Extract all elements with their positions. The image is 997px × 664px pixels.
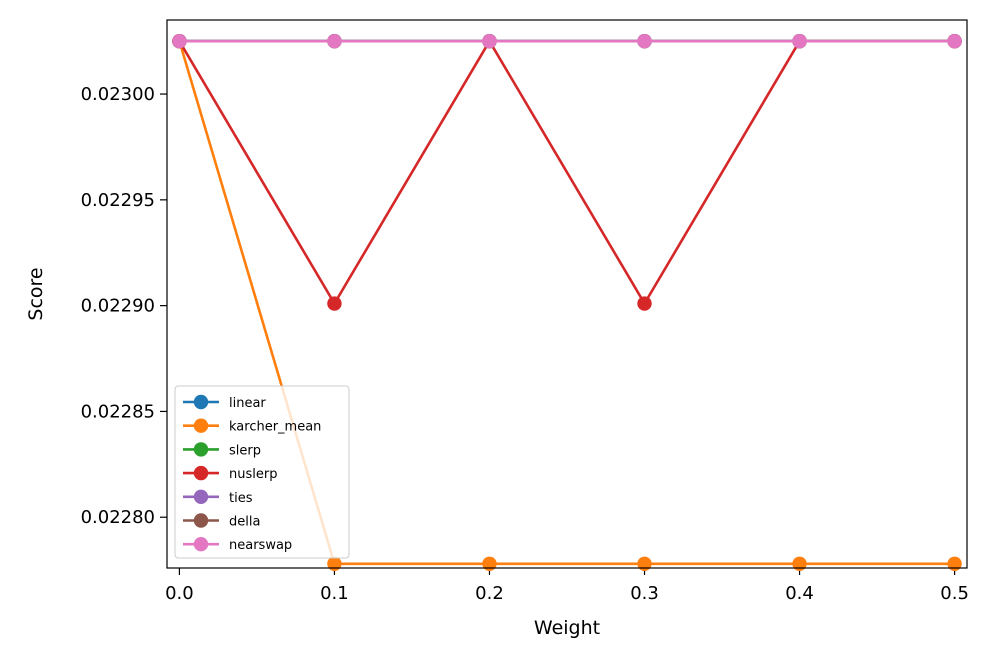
data-point-nearswap <box>637 33 652 49</box>
legend-item-karcher_mean: karcher_mean <box>183 418 321 435</box>
data-point-karcher_mean <box>637 556 652 571</box>
y-tick-label: 0.02280 <box>81 507 155 528</box>
data-point-nearswap <box>482 33 497 49</box>
data-point-karcher_mean <box>482 556 497 571</box>
data-point-karcher_mean <box>327 556 342 571</box>
x-tick-label: 0.2 <box>475 583 504 604</box>
legend-label: della <box>229 515 260 530</box>
y-tick-label: 0.02300 <box>81 84 155 105</box>
legend-item-nuslerp: nuslerp <box>183 465 277 482</box>
legend-item-della: della <box>183 513 260 530</box>
legend-label: linear <box>229 396 266 411</box>
axes-frame <box>166 19 968 569</box>
x-tick-label: 0.5 <box>940 583 969 604</box>
series-nearswap <box>172 33 962 49</box>
legend-marker <box>193 537 209 552</box>
data-point-nuslerp <box>327 296 342 311</box>
x-axis-label: Weight <box>534 617 600 639</box>
y-axis-ticks: 0.02280 0.02285 0.02290 0.02295 0.02300 <box>81 84 167 528</box>
x-tick-label: 0.3 <box>630 583 659 604</box>
y-tick-label: 0.02295 <box>81 190 155 211</box>
legend-marker <box>193 418 209 433</box>
legend-item-ties: ties <box>183 489 253 506</box>
x-axis-ticks: 0.0 0.1 0.2 0.3 0.4 0.5 <box>165 568 969 604</box>
legend-marker <box>193 513 209 528</box>
data-point-nearswap <box>172 33 187 49</box>
legend-item-linear: linear <box>183 394 266 411</box>
legend-marker <box>193 442 209 457</box>
y-tick-label: 0.02290 <box>81 296 155 317</box>
legend-label: karcher_mean <box>229 420 321 435</box>
x-tick-label: 0.0 <box>165 583 194 604</box>
legend-item-slerp: slerp <box>183 442 261 458</box>
plot-area <box>172 33 962 571</box>
data-point-nearswap <box>947 33 962 49</box>
x-tick-label: 0.1 <box>320 583 349 604</box>
legend-marker <box>193 394 209 410</box>
y-tick-label: 0.02285 <box>81 401 155 422</box>
legend-label: ties <box>229 491 253 506</box>
legend-label: nuslerp <box>229 467 277 482</box>
data-point-karcher_mean <box>947 556 962 571</box>
legend-item-nearswap: nearswap <box>183 537 292 553</box>
data-point-nearswap <box>792 33 807 49</box>
legend-label: slerp <box>229 443 261 458</box>
legend-box <box>174 385 350 559</box>
data-point-nearswap <box>327 33 342 49</box>
legend-marker <box>193 465 209 481</box>
y-axis-label: Score <box>25 267 47 320</box>
legend-marker <box>193 489 209 504</box>
x-tick-label: 0.4 <box>785 583 814 604</box>
data-point-karcher_mean <box>792 556 807 571</box>
data-point-nuslerp <box>637 296 652 311</box>
legend-label: nearswap <box>229 538 292 553</box>
